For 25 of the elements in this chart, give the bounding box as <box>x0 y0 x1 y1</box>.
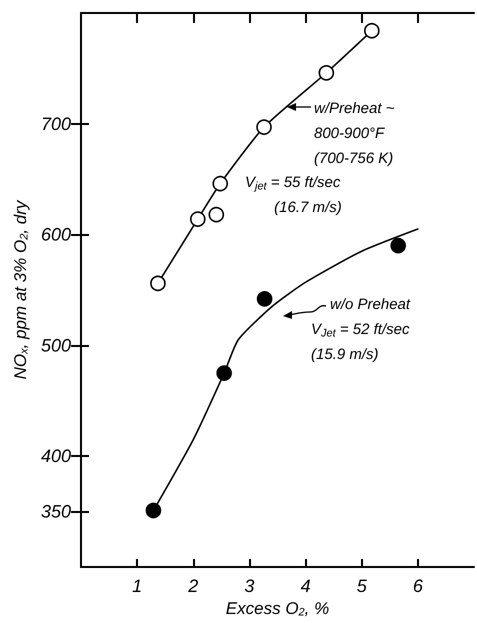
x-tick-label: 6 <box>412 576 424 596</box>
annotation: w/o Preheat <box>330 296 411 313</box>
point <box>256 291 272 307</box>
point <box>318 65 334 81</box>
x-tick-label: 4 <box>300 576 311 596</box>
y-tick-label: 400 <box>40 446 71 466</box>
point <box>146 502 162 518</box>
y-tick-label: 350 <box>40 502 71 522</box>
x-tick-label: 5 <box>356 576 368 596</box>
x-tick-label: 2 <box>187 576 198 596</box>
point <box>216 365 232 381</box>
point <box>212 176 228 192</box>
x-tick-label: 3 <box>244 576 254 596</box>
point <box>390 238 406 254</box>
point <box>256 119 272 135</box>
annotation: w/Preheat ~ 800-900°F (700-756 K) <box>314 100 395 167</box>
y-tick-label: 700 <box>40 114 71 134</box>
y-axis-title: NOx, ppm at 3% O2, dry <box>11 199 31 380</box>
y-tick-label: 500 <box>40 335 71 356</box>
point <box>364 22 380 39</box>
point <box>190 211 206 227</box>
x-tick-label: 1 <box>132 576 142 596</box>
point <box>208 206 224 222</box>
y-tick-label: 600 <box>40 224 71 245</box>
point <box>150 276 166 292</box>
